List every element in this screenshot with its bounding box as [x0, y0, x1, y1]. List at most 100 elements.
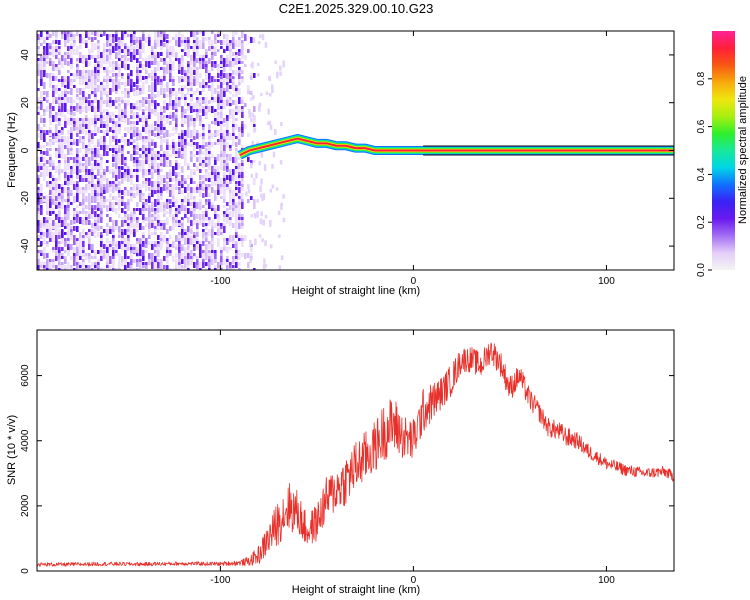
spectrogram-cell	[91, 169, 94, 172]
spectrogram-cell	[249, 258, 252, 264]
spectrogram-cell	[184, 118, 187, 124]
spectrogram-cell	[82, 217, 85, 221]
spectrogram-cell	[211, 133, 214, 139]
spectrogram-cell	[151, 88, 154, 95]
spectrogram-cell	[46, 97, 49, 100]
spectrogram-cell	[58, 262, 61, 266]
spectrogram-cell	[166, 265, 169, 270]
spectrogram-cell	[190, 130, 193, 133]
spectrogram-cell	[118, 190, 121, 193]
spectrogram-cell	[166, 217, 169, 222]
spectrogram-cell	[97, 127, 100, 133]
x-tick-label: -100	[210, 575, 230, 586]
spectrogram-cell	[232, 265, 235, 270]
spectrogram-cell	[94, 193, 97, 197]
spectrogram-cell	[238, 82, 241, 85]
spectrogram-cell	[67, 241, 70, 246]
spectrogram-cell	[223, 166, 226, 171]
spectrogram-cell	[217, 49, 220, 52]
spectrogram-cell	[142, 136, 145, 139]
spectrogram-cell	[115, 106, 118, 109]
spectrogram-cell	[157, 262, 160, 268]
spectrogram-cell	[217, 142, 220, 145]
spectrogram-cell	[94, 82, 97, 87]
spectrogram-cell	[193, 208, 196, 211]
spectrogram-cell	[151, 223, 154, 228]
spectrogram-cell	[148, 124, 151, 128]
spectrogram-cell	[199, 184, 202, 187]
spectrogram-cell	[55, 256, 58, 261]
spectrogram-cell	[118, 37, 121, 42]
spectrogram-cell	[229, 91, 232, 94]
spectrogram-cell	[232, 175, 235, 181]
spectrogram-cell	[103, 268, 106, 270]
spectrogram-cell	[220, 184, 223, 189]
spectrogram-cell	[142, 139, 145, 144]
spectrogram-cell	[214, 46, 217, 51]
spectrogram-cell	[154, 151, 157, 156]
spectrogram-cell	[124, 94, 127, 98]
spectrogram-cell	[64, 82, 67, 86]
spectrogram-cell	[253, 160, 256, 163]
spectrogram-cell	[211, 100, 214, 103]
spectrogram-cell	[112, 82, 115, 87]
spectrogram-cell	[49, 160, 52, 163]
spectrogram-cell	[232, 124, 235, 128]
spectrogram-cell	[97, 43, 100, 47]
spectrogram-cell	[121, 190, 124, 195]
spectrogram-cell	[64, 52, 67, 55]
spectrogram-cell	[49, 268, 52, 270]
spectrogram-cell	[58, 145, 61, 148]
spectrogram-cell	[250, 173, 254, 178]
spectrogram-cell	[103, 205, 106, 208]
spectrogram-cell	[211, 202, 214, 205]
spectrogram-cell	[43, 124, 46, 127]
spectrogram-cell	[64, 145, 67, 149]
spectrogram-cell	[154, 127, 157, 131]
spectrogram-cell	[220, 88, 223, 91]
spectrogram-cell	[40, 127, 43, 131]
spectrogram-cell	[196, 109, 199, 113]
spectrogram-cell	[199, 244, 202, 247]
spectrogram-cell	[91, 106, 94, 112]
spectrogram-cell	[154, 43, 157, 49]
spectrogram-cell	[67, 121, 70, 125]
spectrogram-cell	[58, 217, 61, 221]
spectrogram-cell	[208, 268, 211, 270]
colorbar-label: Normalized spectral amplitude	[737, 76, 749, 224]
spectrogram-cell	[199, 181, 202, 185]
spectrogram-cell	[160, 193, 163, 198]
spectrogram-cell	[268, 92, 272, 97]
spectrogram-cell	[278, 234, 281, 238]
spectrogram-cell	[208, 259, 211, 264]
spectrogram-cell	[70, 103, 73, 106]
spectrogram-cell	[136, 253, 139, 256]
spectrogram-cell	[130, 136, 133, 141]
spectrogram-cell	[247, 85, 250, 92]
spectrogram-cell	[199, 163, 202, 166]
spectrogram-cell	[43, 268, 46, 270]
spectrogram-cell	[226, 217, 229, 224]
spectrogram-cell	[163, 61, 166, 65]
spectrogram-cell	[254, 238, 257, 245]
spectrogram-cell	[67, 247, 70, 252]
spectrogram-cell	[109, 148, 112, 151]
spectrogram-cell	[100, 100, 103, 105]
spectrogram-cell	[232, 241, 235, 245]
spectrogram-cell	[58, 52, 61, 55]
spectrogram-cell	[64, 208, 67, 211]
spectrogram-cell	[118, 73, 121, 77]
spectrogram-cell	[106, 178, 109, 184]
spectrogram-cell	[73, 121, 76, 125]
spectrogram-cell	[124, 202, 127, 209]
spectrogram-cell	[217, 166, 220, 173]
spectrogram-cell	[148, 208, 151, 213]
spectrogram-cell	[217, 94, 220, 99]
spectrogram-cell	[232, 256, 235, 260]
spectrogram-cell	[127, 268, 130, 270]
spectrogram-cell	[37, 190, 40, 194]
spectrogram-cell	[49, 190, 52, 195]
spectrogram-cell	[58, 46, 61, 51]
spectrogram-cell	[232, 37, 235, 44]
spectrogram-cell	[151, 100, 154, 104]
